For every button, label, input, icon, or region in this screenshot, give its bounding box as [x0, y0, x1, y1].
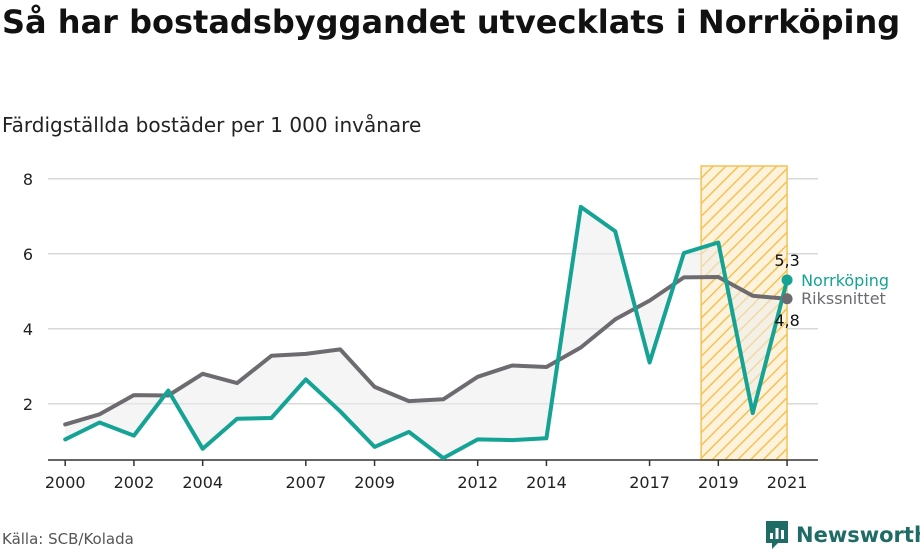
x-tick-label: 2012 — [457, 473, 498, 492]
series-lines — [63, 204, 790, 461]
brand-name: Newsworthy — [796, 523, 920, 547]
x-axis-labels: 2000 2002 2004 2007 2009 2012 2014 2017 2019 2021 — [45, 473, 808, 492]
difference-area-shape — [65, 206, 788, 459]
x-tick-label: 2007 — [285, 473, 326, 492]
x-tick-label: 2004 — [182, 473, 223, 492]
y-tick-label: 8 — [23, 170, 33, 189]
x-tick-label: 2002 — [114, 473, 155, 492]
end-value-norrkoping: 5,3 — [774, 251, 799, 270]
series-line-rikssnittet — [63, 275, 790, 427]
end-point-norrkoping — [781, 274, 793, 286]
x-tick-label: 2000 — [45, 473, 86, 492]
series-label-norrkoping: Norrköping — [801, 271, 889, 290]
series-label-rikssnittet: Rikssnittet — [801, 289, 886, 308]
end-point-rikssnittet — [781, 293, 793, 305]
chart-subtitle: Färdigställda bostäder per 1 000 invånar… — [2, 113, 422, 137]
x-tick-label: 2017 — [629, 473, 670, 492]
y-axis-labels: 2 4 6 8 — [23, 170, 33, 414]
end-value-rikssnittet: 4,8 — [774, 311, 799, 330]
newsworthy-logo-icon — [766, 521, 788, 549]
y-tick-label: 6 — [23, 245, 33, 264]
chart-title: Så har bostadsbyggandet utvecklats i Nor… — [2, 3, 901, 41]
x-tick-label: 2014 — [526, 473, 567, 492]
difference-area — [65, 206, 788, 459]
brand[interactable]: Newsworthy — [764, 518, 920, 552]
x-tick-label: 2019 — [698, 473, 739, 492]
x-tick-label: 2009 — [354, 473, 395, 492]
y-tick-label: 4 — [23, 320, 33, 339]
x-axis — [48, 459, 818, 466]
y-tick-label: 2 — [23, 395, 33, 414]
series-line-norrkoping — [63, 204, 790, 461]
source-note: Källa: SCB/Kolada — [2, 530, 134, 548]
x-tick-label: 2021 — [767, 473, 808, 492]
